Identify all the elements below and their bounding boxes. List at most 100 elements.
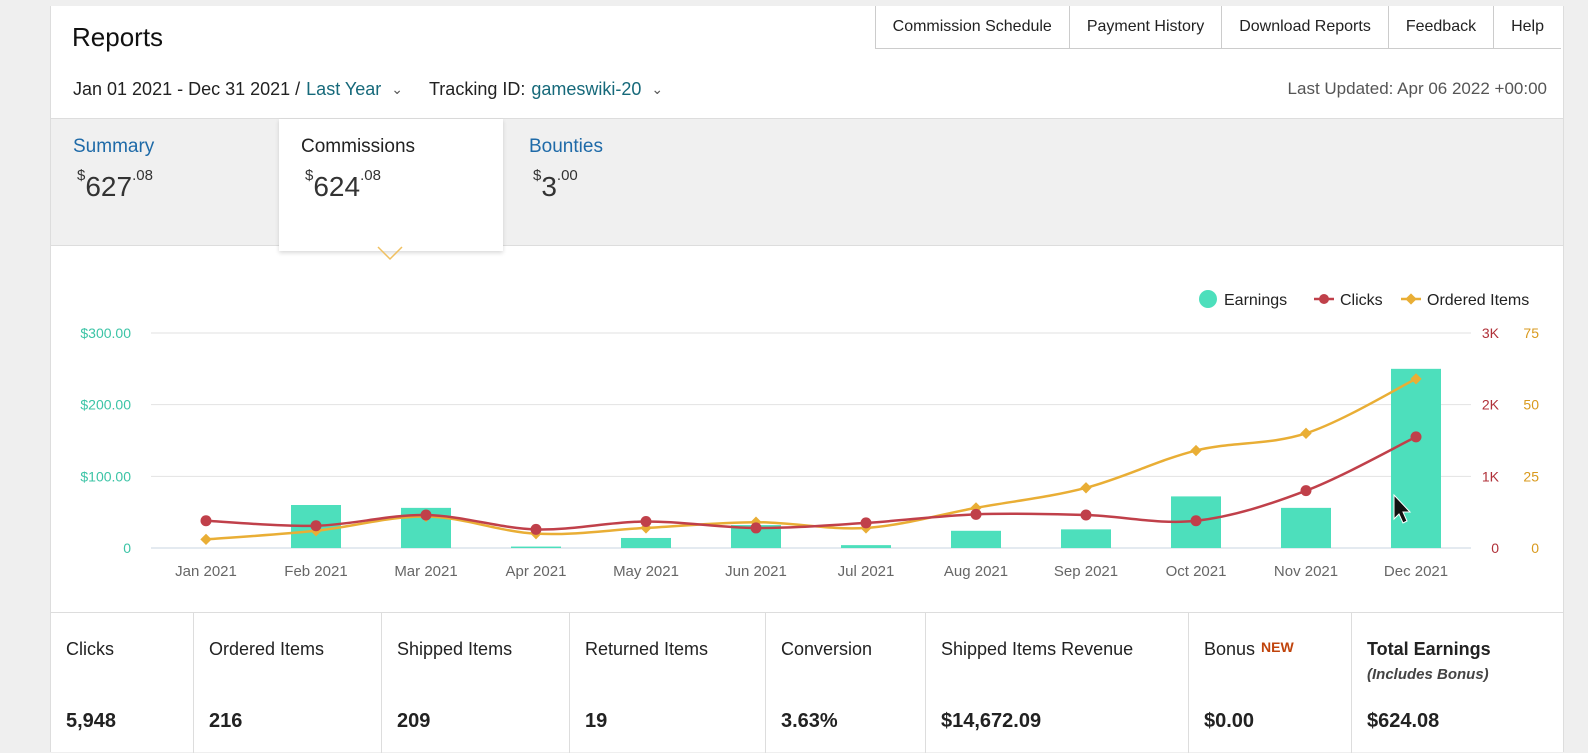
x-axis-tick: Mar 2021 [394,563,457,580]
items-axis-tick: 0 [1531,540,1539,556]
commissions-amount: $624.08 [305,167,381,202]
stat-label: Total Earnings [1367,639,1491,659]
x-axis-tick: Jan 2021 [175,563,237,580]
left-axis-tick: $200.00 [80,397,131,413]
stat-value: 3.63% [781,710,838,732]
new-badge: NEW [1261,639,1294,655]
x-axis-tick: Apr 2021 [506,563,567,580]
earnings-bar [1061,529,1111,548]
clicks-point [750,522,762,534]
x-axis-tick: Jun 2021 [725,563,787,580]
page-title: Reports [72,22,164,52]
clicks-point [970,508,982,520]
stat-value: 5,948 [66,710,117,732]
left-axis-tick: $100.00 [80,468,131,484]
ordered-items-point [1190,444,1202,457]
x-axis-tick: Nov 2021 [1274,563,1338,580]
tracking-id-dropdown[interactable]: gameswiki-20 [531,79,642,99]
stat-shipped-items: Shipped Items 209 [382,613,570,753]
stat-value: 209 [397,710,431,732]
earnings-bar [511,546,561,548]
stat-note: (Includes Bonus) [1367,666,1489,683]
mouse-cursor-icon [1393,493,1412,524]
chevron-down-icon[interactable]: ⌄ [391,81,403,97]
last-updated: Last Updated: Apr 06 2022 +00:00 [1287,79,1547,98]
stat-label: Conversion [781,639,873,659]
ordered-items-point [200,533,212,546]
commission-schedule-button[interactable]: Commission Schedule [874,6,1069,48]
earnings-bar [951,530,1001,548]
payment-history-button[interactable]: Payment History [1068,6,1222,48]
x-axis-tick: Dec 2021 [1384,563,1448,580]
stat-bonus: Bonus NEW $0.00 [1189,613,1352,753]
legend-label: Earnings [1224,292,1287,309]
earnings-bar [731,525,781,548]
active-tab-pointer-icon [377,246,403,261]
ordered-items-point [1080,482,1092,494]
tab-bounties[interactable]: Bounties $3.00 [507,119,727,245]
feedback-button[interactable]: Feedback [1387,6,1494,48]
stat-label: Clicks [66,639,114,659]
stat-label: Returned Items [585,639,709,659]
x-axis-tick: Oct 2021 [1166,563,1227,580]
stats-row: Clicks 5,948 Ordered Items 216 Shipped I… [51,612,1563,753]
stat-value: $624.08 [1367,710,1440,732]
stat-total-earnings: Total Earnings (Includes Bonus) $624.08 [1352,613,1562,753]
stat-clicks: Clicks 5,948 [51,613,194,753]
stat-value: 216 [209,710,243,732]
stat-label: Shipped Items [397,639,513,659]
legend-earnings-icon [1199,290,1217,308]
ordered-items-point [1410,373,1422,385]
stat-label: Shipped Items Revenue [941,639,1134,659]
stat-returned-items: Returned Items 19 [570,613,766,753]
clicks-point [1300,485,1312,497]
top-nav: Commission Schedule Payment History Down… [874,6,1561,49]
tab-bounties-label[interactable]: Bounties [529,136,603,157]
tab-commissions[interactable]: Commissions $624.08 [279,119,503,251]
download-reports-button[interactable]: Download Reports [1221,6,1388,48]
clicks-point [530,523,542,535]
report-tabs: Summary $627.08 Commissions $624.08 Boun… [51,118,1563,251]
stat-conversion: Conversion 3.63% [766,613,926,753]
ordered-items-point [1300,427,1312,439]
clicks-line [205,435,1417,531]
tracking-id-label: Tracking ID: [428,79,526,99]
chevron-down-icon[interactable]: ⌄ [651,81,664,97]
stat-label: Ordered Items [209,639,325,659]
tab-summary[interactable]: Summary $627.08 [51,119,279,245]
left-axis-tick: 0 [123,540,131,556]
tab-commissions-label: Commissions [301,136,416,157]
clicks-point [420,509,432,521]
x-axis-tick: Feb 2021 [284,563,347,580]
reports-panel: Reports Commission Schedule Payment Hist… [50,6,1564,753]
clicks-point [310,520,322,532]
help-button[interactable]: Help [1493,6,1561,48]
summary-amount: $627.08 [77,167,153,202]
x-axis-tick: Jul 2021 [838,563,895,580]
earnings-bar [1281,507,1331,548]
period-dropdown[interactable]: Last Year [306,79,382,99]
stat-value: $0.00 [1204,710,1255,732]
stat-shipped-revenue: Shipped Items Revenue $14,672.09 [926,613,1189,753]
filter-bar: Jan 01 2021 - Dec 31 2021 / Last Year ⌄ … [73,79,689,100]
legend-label: Clicks [1340,292,1383,309]
clicks-axis-tick: 0 [1491,540,1499,556]
earnings-bar [841,545,891,548]
clicks-point [860,517,872,529]
clicks-point [1080,509,1092,521]
tab-summary-label[interactable]: Summary [73,136,155,157]
ordered-items-line [205,377,1417,541]
left-axis-tick: $300.00 [80,325,131,341]
clicks-axis-tick: 2K [1482,397,1500,413]
earnings-bar [621,537,671,548]
clicks-axis-tick: 1K [1482,468,1500,484]
stat-value: $14,672.09 [941,710,1042,732]
legend-clicks-marker [1319,294,1329,304]
clicks-point [640,515,652,527]
items-axis-tick: 50 [1523,397,1539,413]
x-axis-tick: May 2021 [613,563,679,580]
stat-ordered-items: Ordered Items 216 [194,613,382,753]
items-axis-tick: 75 [1523,325,1539,341]
clicks-point [1190,515,1202,527]
x-axis-tick: Aug 2021 [944,563,1008,580]
